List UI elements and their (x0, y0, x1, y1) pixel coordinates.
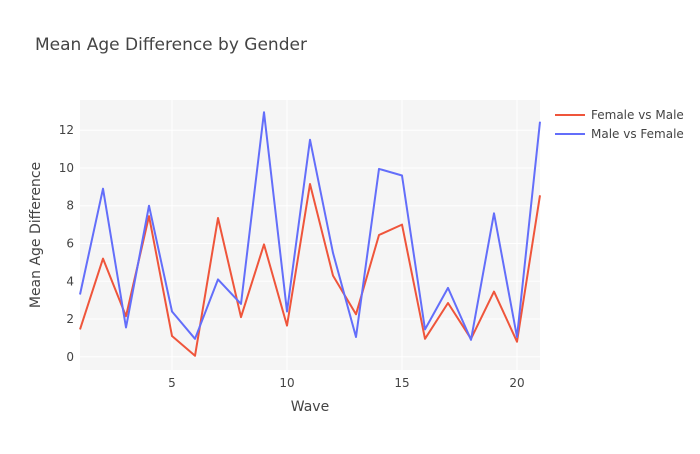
x-tick-label: 20 (509, 376, 524, 390)
legend-label: Male vs Female (591, 127, 684, 141)
y-tick-label: 10 (59, 161, 74, 175)
y-tick-label: 12 (59, 123, 74, 137)
x-tick-label: 15 (394, 376, 409, 390)
legend-label: Female vs Male (591, 108, 684, 122)
x-axis-title: Wave (291, 399, 329, 415)
y-tick-label: 2 (66, 312, 74, 326)
chart-title: Mean Age Difference by Gender (35, 35, 307, 55)
y-tick-label: 8 (66, 199, 74, 213)
legend-item-male-vs-female[interactable]: Male vs Female (555, 127, 684, 141)
legend: Female vs Male Male vs Female (555, 108, 684, 141)
y-axis-title: Mean Age Difference (28, 162, 44, 308)
y-tick-label: 0 (66, 350, 74, 364)
x-axis-ticks: 5 10 15 20 (168, 376, 524, 390)
y-tick-label: 6 (66, 236, 74, 250)
x-tick-label: 5 (168, 376, 176, 390)
legend-item-female-vs-male[interactable]: Female vs Male (555, 108, 684, 122)
y-tick-label: 4 (66, 274, 74, 288)
y-axis-ticks: 0 2 4 6 8 10 12 (59, 123, 74, 364)
x-tick-label: 10 (279, 376, 294, 390)
